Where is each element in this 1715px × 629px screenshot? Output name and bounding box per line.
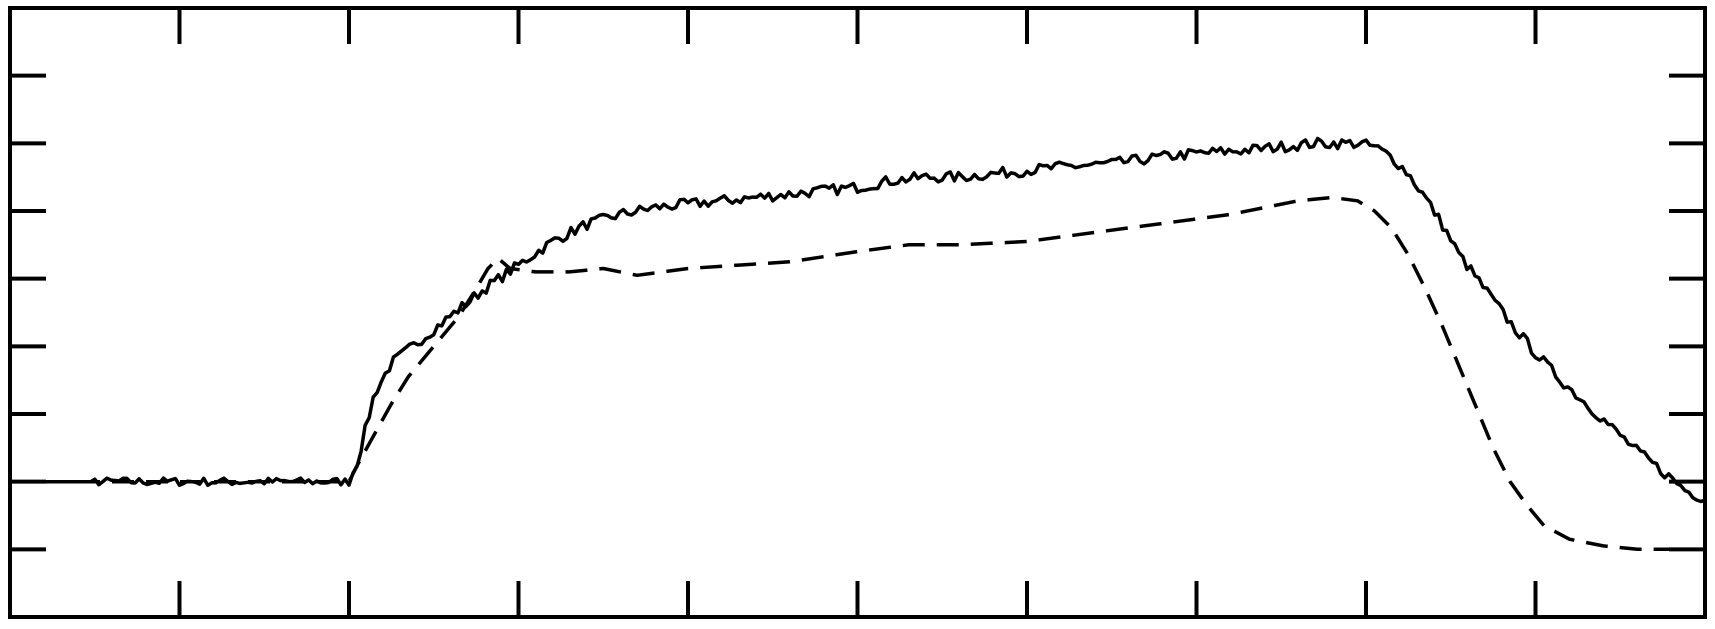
series-layer: [10, 136, 1706, 552]
axis-ticks: [10, 8, 1705, 617]
plot-background: [10, 8, 1705, 617]
series-line-dashed: [10, 195, 1705, 552]
plot-frame: [8, 6, 1707, 619]
